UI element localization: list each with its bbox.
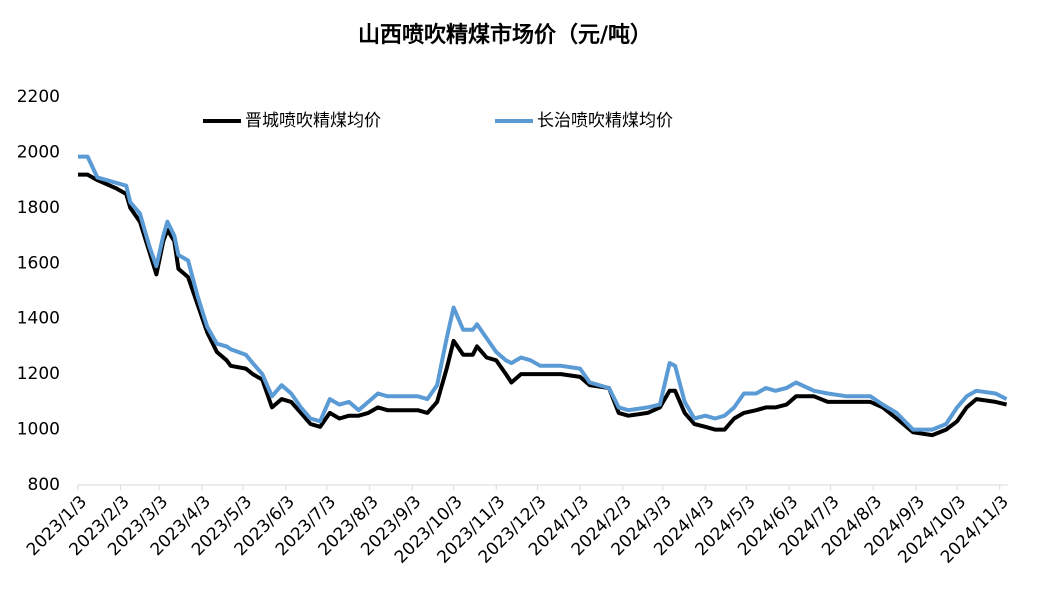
y-tick-label: 2200 bbox=[17, 87, 60, 107]
y-tick-label: 1400 bbox=[17, 309, 60, 329]
y-tick-label: 1800 bbox=[17, 198, 60, 218]
legend-label: 长治喷吹精煤均价 bbox=[537, 111, 673, 131]
legend-label: 晋城喷吹精煤均价 bbox=[245, 111, 381, 131]
series-line bbox=[78, 154, 1008, 432]
y-tick-label: 800 bbox=[28, 475, 60, 495]
y-tick-label: 1600 bbox=[17, 253, 60, 273]
series-line bbox=[78, 172, 1008, 438]
y-tick-label: 2000 bbox=[17, 142, 60, 162]
y-tick-label: 1000 bbox=[17, 420, 60, 440]
y-tick-label: 1200 bbox=[17, 364, 60, 384]
chart-title: 山西喷吹精煤市场价（元/吨） bbox=[358, 22, 652, 48]
